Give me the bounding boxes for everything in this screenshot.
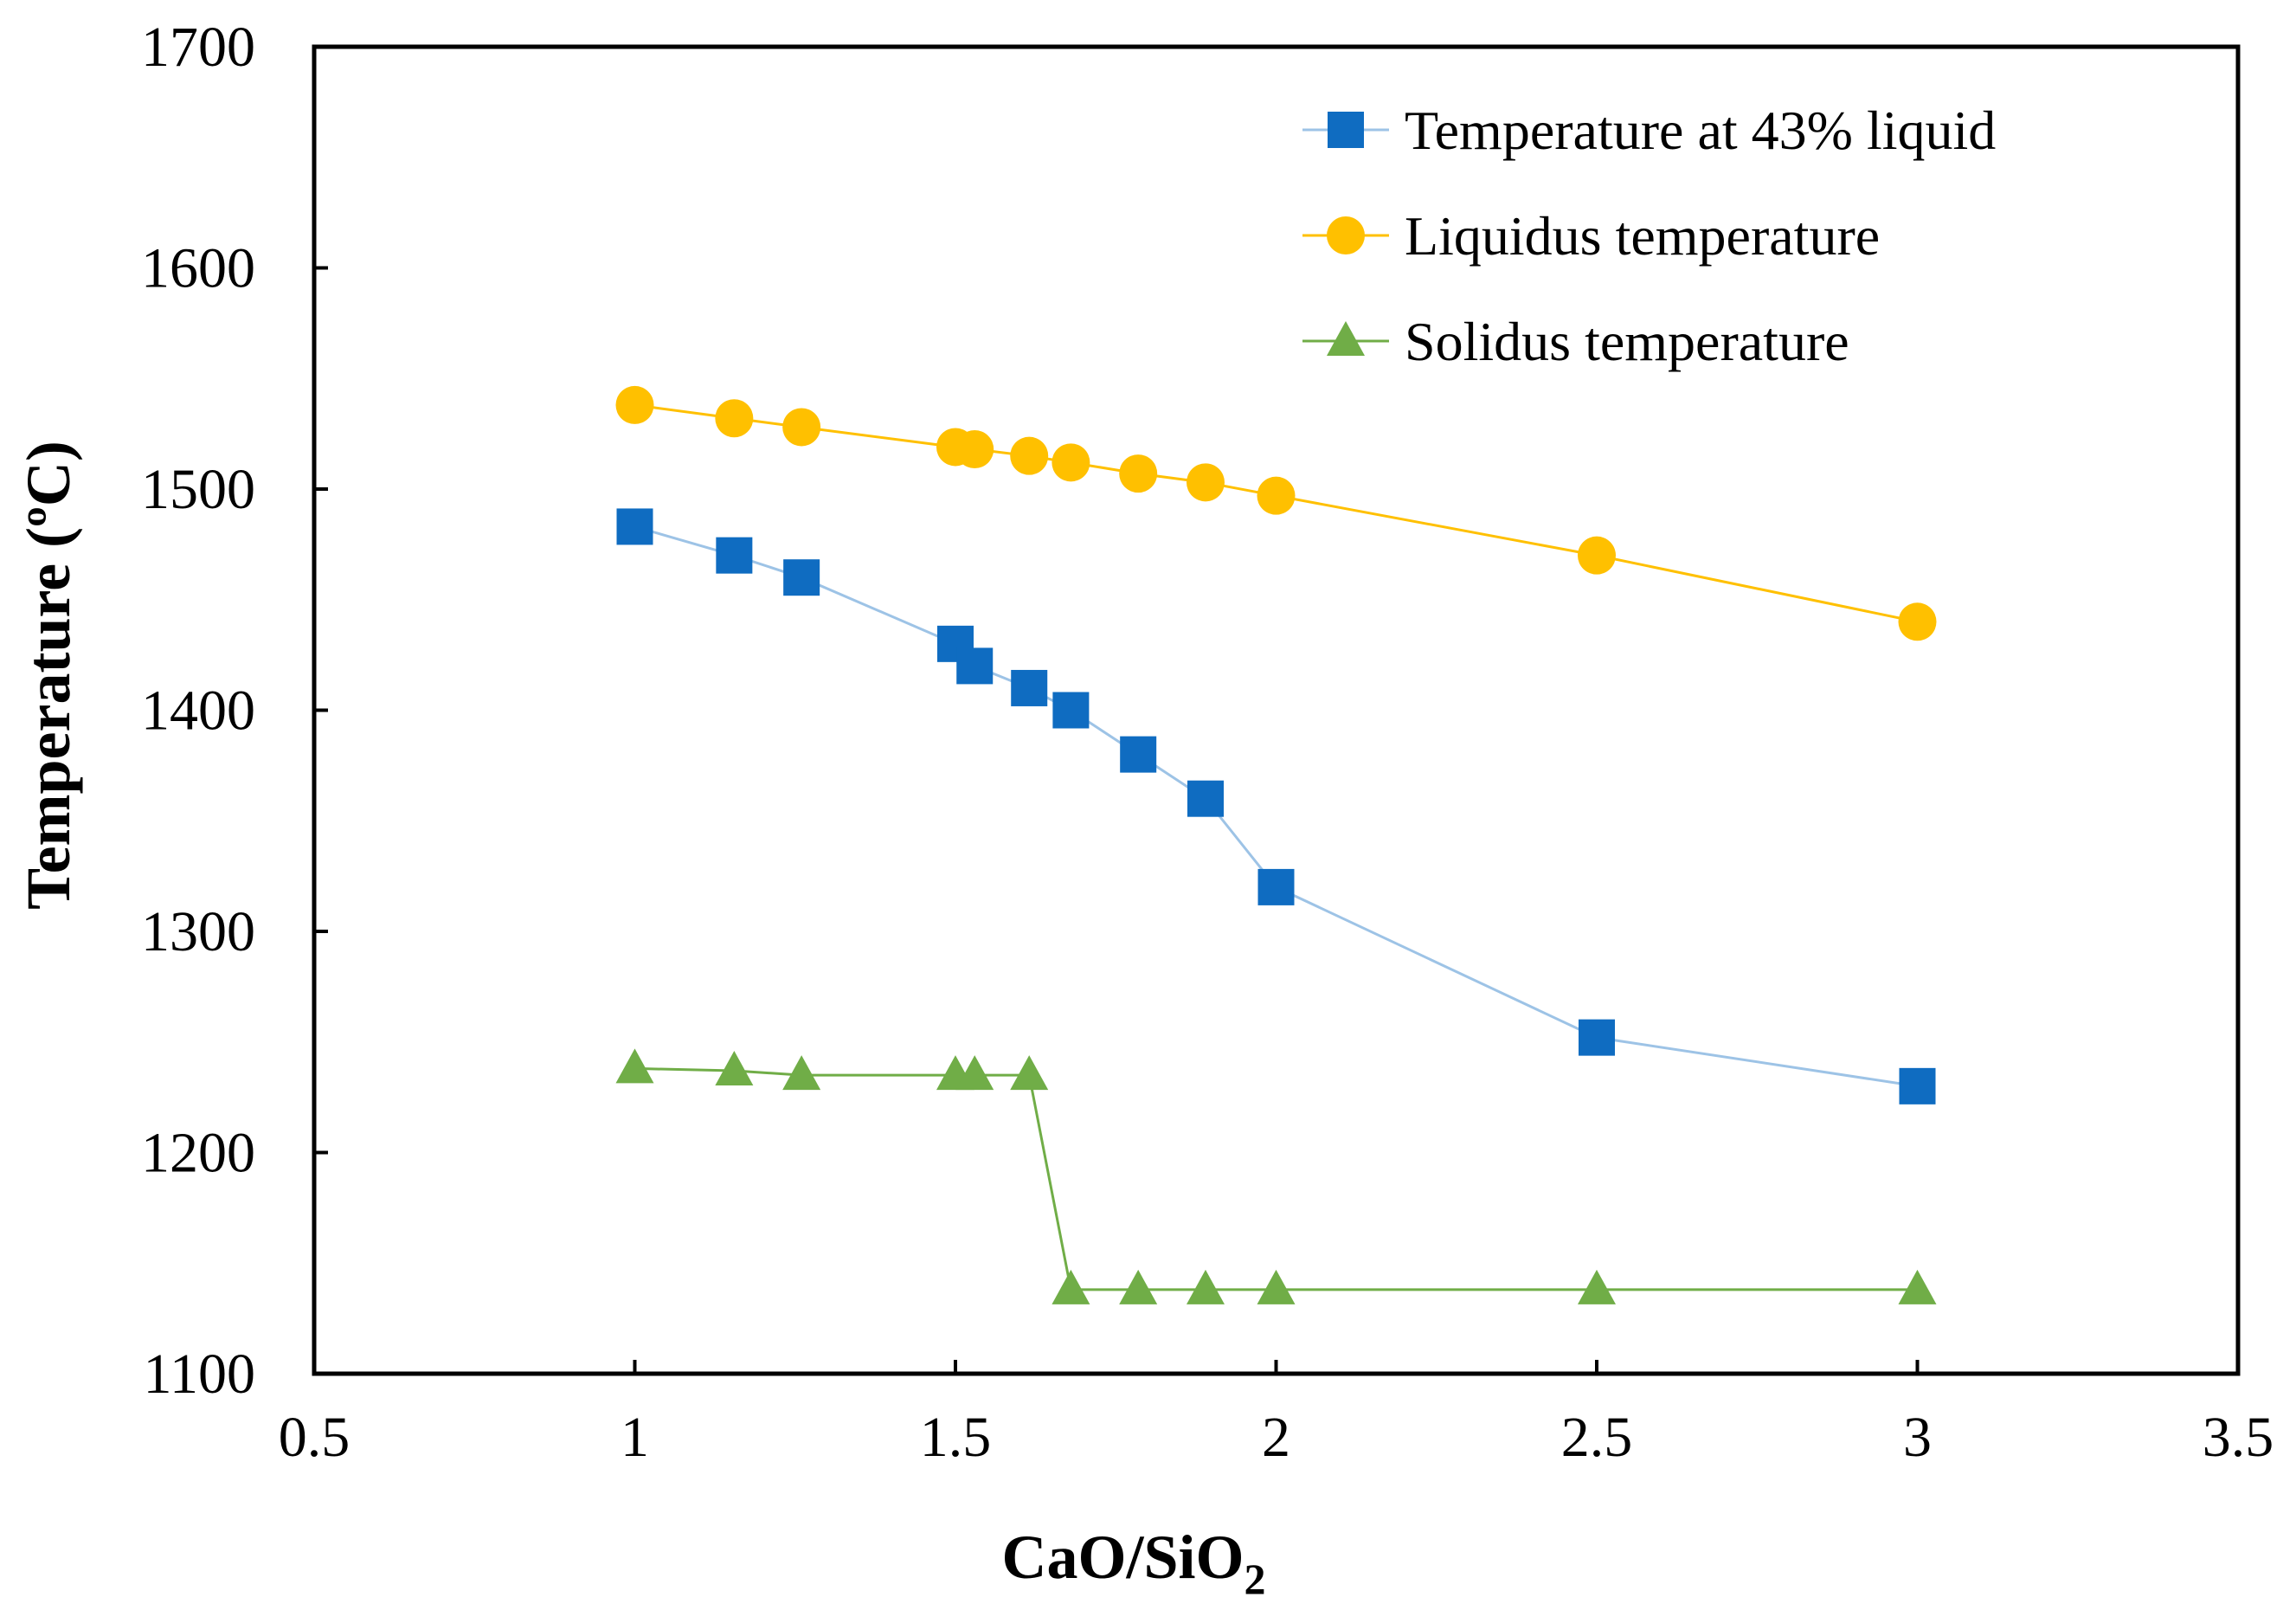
data-point-circle — [1578, 536, 1616, 575]
x-axis-ticks: 0.5 1 1.5 2 2.5 3 3.5 — [279, 1360, 2274, 1469]
data-point-circle — [1898, 602, 1937, 641]
series-circle — [615, 385, 1937, 641]
x-axis-title: CaO/SiO2 — [1001, 1523, 1265, 1603]
y-tick-label: 1400 — [141, 679, 255, 743]
data-point-triangle — [1578, 1269, 1616, 1304]
legend-marker-circle — [1327, 216, 1365, 254]
series-layer — [615, 385, 1937, 1304]
y-axis-title: Temperature (ºC) — [14, 441, 83, 910]
data-point-circle — [1186, 463, 1225, 502]
data-point-circle — [715, 399, 754, 438]
x-tick-label: 1 — [621, 1406, 649, 1469]
legend-item: Temperature at 43% liquid — [1302, 100, 1996, 161]
legend-item: Solidus temperature — [1302, 311, 1849, 372]
data-point-triangle — [1119, 1269, 1158, 1304]
legend-label: Liquidus temperature — [1405, 205, 1880, 267]
legend-label: Solidus temperature — [1405, 311, 1849, 372]
data-point-square — [956, 647, 994, 685]
y-tick-label: 1100 — [143, 1343, 255, 1406]
data-point-square — [1011, 669, 1048, 706]
x-tick-label: 3.5 — [2203, 1406, 2274, 1469]
data-point-circle — [1052, 443, 1090, 482]
y-axis-ticks: 1100 1200 1300 1400 1500 1600 1700 — [141, 16, 328, 1406]
x-tick-label: 0.5 — [279, 1406, 351, 1469]
x-tick-label: 3 — [1903, 1406, 1932, 1469]
data-point-triangle — [715, 1050, 754, 1085]
series-square — [616, 508, 1936, 1104]
data-point-triangle — [955, 1055, 994, 1091]
y-tick-label: 1200 — [141, 1122, 255, 1185]
y-tick-label: 1700 — [141, 16, 255, 79]
legend-item: Liquidus temperature — [1302, 205, 1880, 267]
data-point-square — [783, 559, 820, 596]
data-point-circle — [782, 408, 821, 447]
data-point-square — [1187, 780, 1224, 817]
data-point-triangle — [1257, 1269, 1296, 1304]
data-point-square — [1257, 868, 1295, 905]
x-tick-label: 2.5 — [1561, 1406, 1633, 1469]
data-point-square — [1120, 736, 1157, 773]
data-point-circle — [1119, 454, 1158, 493]
data-point-square — [1579, 1019, 1615, 1056]
y-tick-label: 1600 — [141, 237, 255, 300]
data-point-triangle — [615, 1048, 654, 1084]
data-point-triangle — [1898, 1269, 1937, 1304]
legend-label: Temperature at 43% liquid — [1405, 100, 1996, 161]
legend-marker-triangle — [1327, 321, 1365, 356]
data-point-triangle — [1052, 1269, 1090, 1304]
x-tick-label: 1.5 — [920, 1406, 992, 1469]
data-point-square — [1899, 1067, 1936, 1104]
x-axis-title-subscript: 2 — [1244, 1555, 1266, 1603]
data-point-circle — [615, 385, 654, 424]
x-axis-title-main: CaO/SiO — [1001, 1523, 1244, 1592]
data-point-square — [1052, 692, 1090, 729]
x-tick-label: 2 — [1262, 1406, 1290, 1469]
data-point-circle — [1257, 476, 1296, 515]
data-point-square — [616, 508, 653, 545]
legend: Temperature at 43% liquid Liquidus temper… — [1302, 100, 1996, 372]
data-point-circle — [1010, 436, 1049, 475]
series-line — [634, 1066, 1918, 1291]
data-point-triangle — [782, 1055, 821, 1091]
legend-marker-square — [1328, 112, 1364, 148]
series-triangle — [615, 1048, 1937, 1304]
data-point-triangle — [1010, 1055, 1049, 1091]
data-point-circle — [955, 430, 994, 469]
y-tick-label: 1300 — [141, 900, 255, 963]
y-tick-label: 1500 — [141, 458, 255, 521]
data-point-triangle — [1186, 1269, 1225, 1304]
data-point-square — [716, 537, 753, 574]
